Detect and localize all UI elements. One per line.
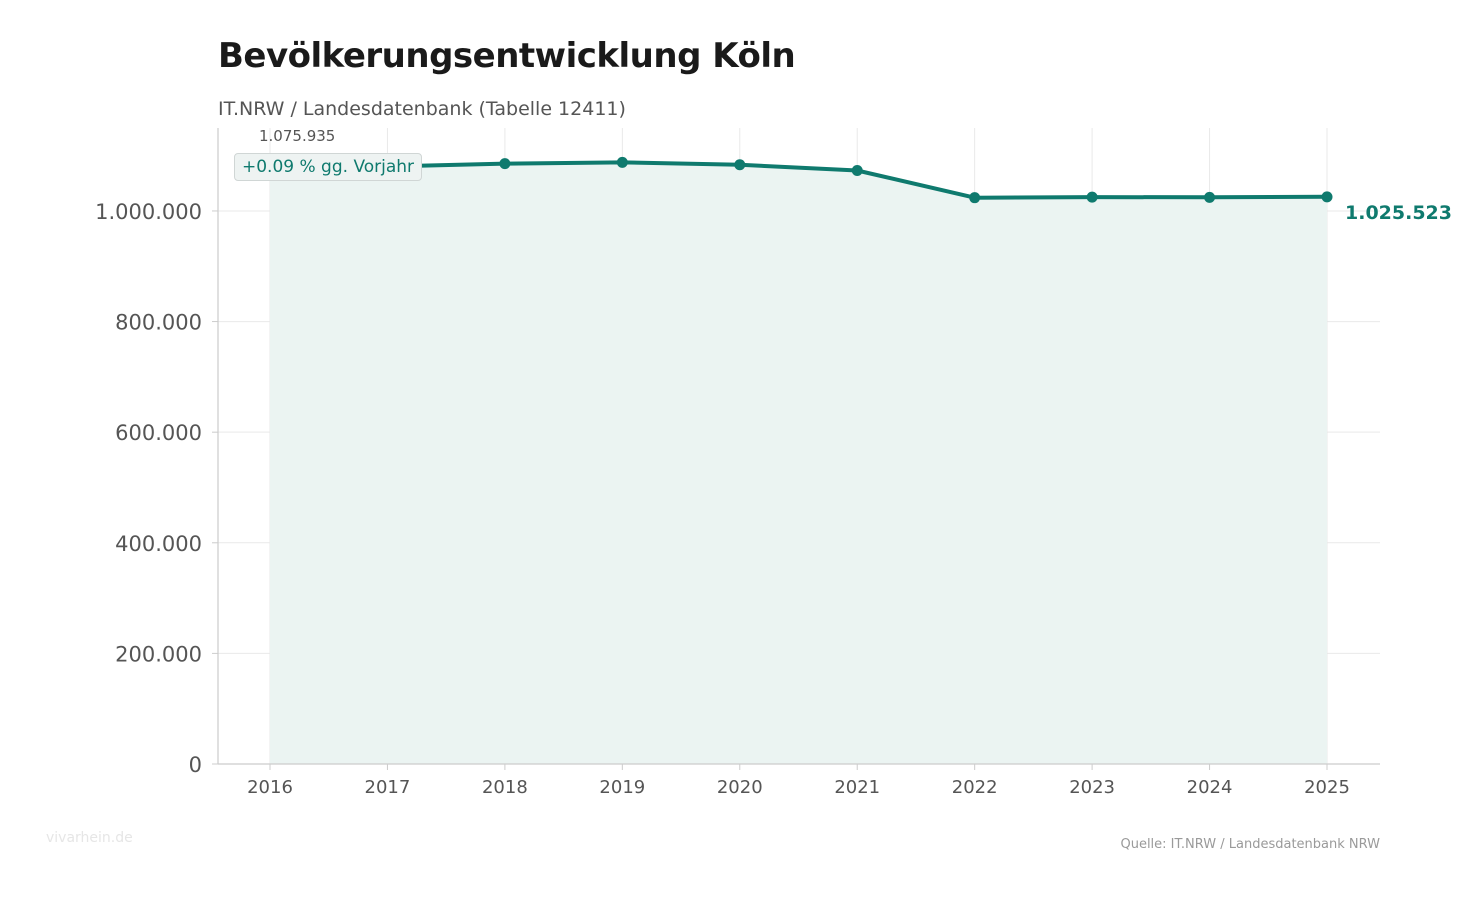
y-tick-label: 200.000 xyxy=(115,642,202,666)
y-tick-label: 400.000 xyxy=(115,532,202,556)
data-point xyxy=(969,192,981,204)
data-point xyxy=(734,159,746,171)
last-value-label: 1.025.523 xyxy=(1345,202,1452,224)
tooltip-change-badge: +0.09 % gg. Vorjahr xyxy=(234,153,423,181)
x-tick-label: 2022 xyxy=(952,777,998,798)
x-tick-label: 2023 xyxy=(1069,777,1115,798)
source-note: Quelle: IT.NRW / Landesdatenbank NRW xyxy=(1120,837,1380,852)
y-tick-label: 1.000.000 xyxy=(95,200,202,224)
chart-subtitle: IT.NRW / Landesdatenbank (Tabelle 12411) xyxy=(218,98,626,120)
watermark: vivarhein.de xyxy=(46,830,133,846)
chart-title: Bevölkerungsentwicklung Köln xyxy=(218,36,796,76)
data-point xyxy=(1086,191,1098,203)
data-point xyxy=(499,158,511,170)
x-tick-label: 2016 xyxy=(247,777,293,798)
data-point xyxy=(616,156,628,168)
x-tick-label: 2024 xyxy=(1187,777,1233,798)
y-tick-label: 600.000 xyxy=(115,421,202,445)
x-tick-label: 2017 xyxy=(365,777,411,798)
tooltip-value-label: 1.075.935 xyxy=(259,127,335,145)
axis-layer xyxy=(212,128,1380,770)
x-tick-label: 2025 xyxy=(1304,777,1350,798)
series-line xyxy=(269,160,1328,200)
label-layer: 0 200.000 400.000 600.000 800.000 1.000.000 20… xyxy=(95,127,1452,798)
y-tick-label: 800.000 xyxy=(115,311,202,335)
x-tick-label: 2021 xyxy=(834,777,880,798)
data-point xyxy=(1204,191,1216,203)
area-fill xyxy=(270,162,1327,764)
data-point xyxy=(851,165,863,177)
data-point xyxy=(1321,191,1333,203)
x-tick-label: 2018 xyxy=(482,777,528,798)
x-tick-label: 2019 xyxy=(599,777,645,798)
x-tick-label: 2020 xyxy=(717,777,763,798)
y-tick-label: 0 xyxy=(189,753,202,777)
